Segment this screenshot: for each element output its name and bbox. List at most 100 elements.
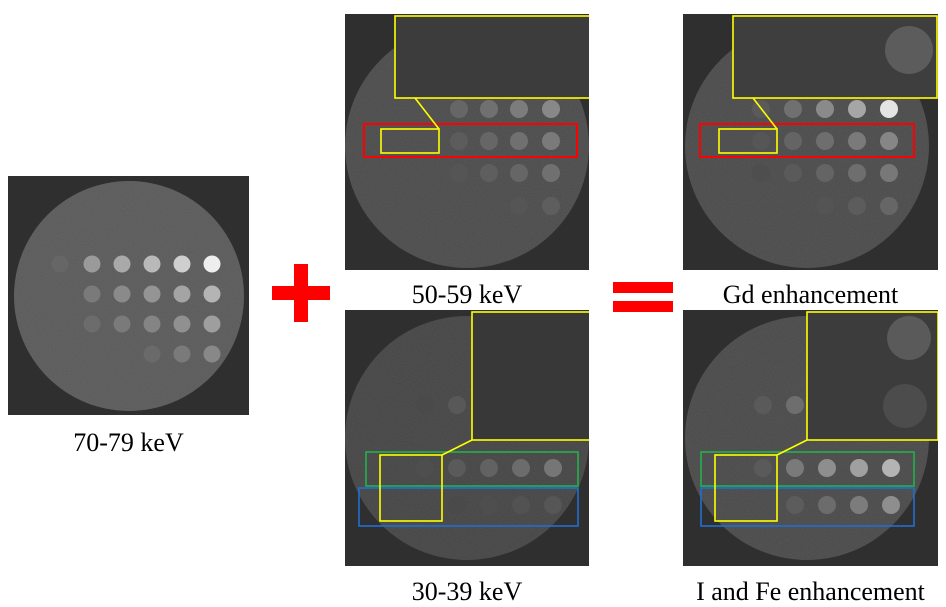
- contrast-insert: [448, 496, 466, 514]
- contrast-insert: [203, 255, 221, 273]
- contrast-insert: [480, 132, 498, 150]
- contrast-insert: [480, 100, 498, 118]
- contrast-insert: [542, 197, 560, 215]
- contrast-insert: [752, 132, 770, 150]
- contrast-insert: [542, 132, 560, 150]
- contrast-insert: [83, 255, 101, 273]
- zoom-inset: [472, 312, 589, 440]
- row-highlight-red: [363, 123, 578, 158]
- contrast-insert: [448, 396, 466, 414]
- contrast-insert: [882, 459, 900, 477]
- source-box: [380, 128, 440, 154]
- zoomed-insert: [883, 384, 927, 428]
- contrast-insert: [113, 255, 131, 273]
- contrast-insert: [173, 315, 191, 333]
- row-highlight-green: [700, 451, 915, 487]
- zoom-connector: [441, 439, 473, 456]
- contrast-insert: [203, 345, 221, 363]
- contrast-insert: [542, 100, 560, 118]
- contrast-insert: [850, 496, 868, 514]
- contrast-insert: [143, 315, 161, 333]
- caption-30-39kev: 30-39 keV: [411, 577, 523, 606]
- contrast-insert: [450, 100, 468, 118]
- contrast-insert: [542, 164, 560, 182]
- contrast-insert: [113, 285, 131, 303]
- contrast-insert: [816, 132, 834, 150]
- contrast-insert: [816, 197, 834, 215]
- contrast-insert: [848, 164, 866, 182]
- zoom-connector: [776, 439, 808, 456]
- contrast-insert: [818, 459, 836, 477]
- contrast-insert: [143, 255, 161, 273]
- row-highlight-green: [365, 451, 579, 487]
- contrast-insert: [754, 459, 772, 477]
- contrast-insert: [416, 396, 434, 414]
- contrast-insert: [786, 396, 804, 414]
- ct-image-70-79kev: [8, 176, 249, 415]
- contrast-insert: [510, 132, 528, 150]
- contrast-insert: [143, 345, 161, 363]
- contrast-insert: [880, 164, 898, 182]
- contrast-insert: [816, 164, 834, 182]
- ct-image-gd-enhancement: [683, 14, 938, 270]
- contrast-insert: [450, 132, 468, 150]
- source-box: [714, 454, 778, 522]
- contrast-insert: [448, 459, 466, 477]
- contrast-insert: [818, 496, 836, 514]
- ct-image-50-59kev: [345, 14, 589, 270]
- zoom-box: [732, 15, 938, 99]
- zoomed-insert: [887, 316, 931, 360]
- contrast-insert: [848, 197, 866, 215]
- contrast-insert: [784, 164, 802, 182]
- caption-70-79kev: 70-79 keV: [73, 428, 184, 457]
- source-box: [379, 454, 443, 522]
- contrast-insert: [882, 496, 900, 514]
- row-highlight-red: [699, 123, 915, 158]
- zoom-connector: [752, 97, 778, 130]
- contrast-insert: [510, 164, 528, 182]
- ct-image-30-39kev: [345, 310, 589, 566]
- plus-icon: [272, 264, 330, 322]
- contrast-insert: [816, 100, 834, 118]
- row-highlight-blue: [358, 487, 579, 527]
- contrast-insert: [480, 496, 498, 514]
- zoom-box: [394, 15, 589, 99]
- contrast-insert: [203, 285, 221, 303]
- equals-icon: [613, 282, 673, 312]
- zoomed-insert: [885, 26, 933, 74]
- contrast-insert: [786, 496, 804, 514]
- row-highlight-blue: [700, 487, 915, 527]
- caption-i-fe-enhancement: I and Fe enhancement: [696, 577, 925, 606]
- contrast-insert: [850, 459, 868, 477]
- contrast-insert: [512, 459, 530, 477]
- contrast-insert: [784, 132, 802, 150]
- contrast-insert: [480, 164, 498, 182]
- zoom-box: [471, 311, 589, 441]
- contrast-insert: [83, 315, 101, 333]
- contrast-insert: [480, 459, 498, 477]
- contrast-insert: [416, 459, 434, 477]
- contrast-insert: [754, 396, 772, 414]
- contrast-insert: [880, 132, 898, 150]
- contrast-insert: [544, 459, 562, 477]
- contrast-insert: [51, 255, 69, 273]
- zoom-inset: [395, 16, 589, 98]
- contrast-insert: [510, 197, 528, 215]
- zoom-box: [806, 311, 938, 441]
- caption-50-59kev: 50-59 keV: [411, 280, 523, 309]
- contrast-insert: [880, 197, 898, 215]
- contrast-insert: [203, 315, 221, 333]
- contrast-insert: [848, 132, 866, 150]
- ct-image-i-fe-enhancement: [683, 310, 938, 566]
- contrast-insert: [784, 100, 802, 118]
- zoom-connector: [414, 97, 440, 130]
- contrast-insert: [848, 100, 866, 118]
- contrast-insert: [173, 255, 191, 273]
- contrast-insert: [143, 285, 161, 303]
- contrast-insert: [510, 100, 528, 118]
- contrast-insert: [880, 100, 898, 118]
- contrast-insert: [83, 285, 101, 303]
- contrast-insert: [752, 164, 770, 182]
- contrast-insert: [544, 496, 562, 514]
- contrast-insert: [512, 496, 530, 514]
